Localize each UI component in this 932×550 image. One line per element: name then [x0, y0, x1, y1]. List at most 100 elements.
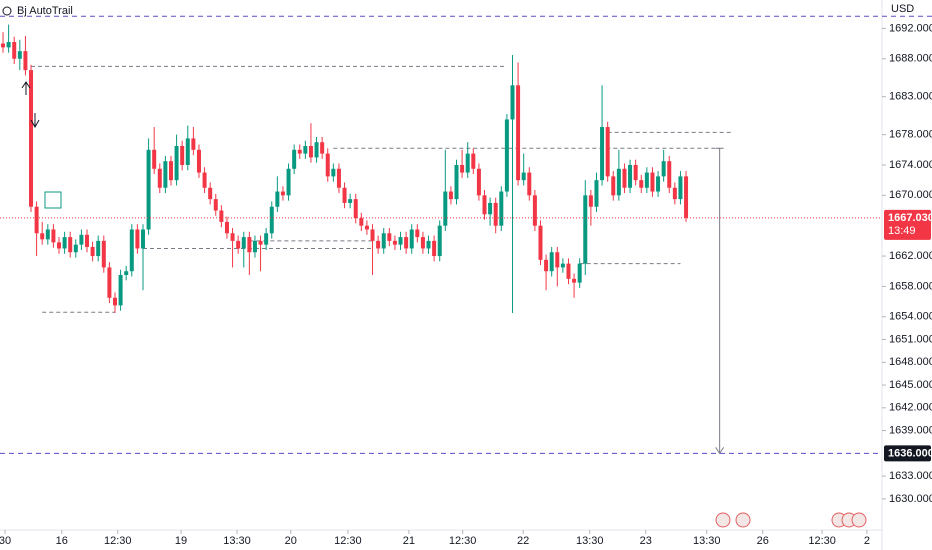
candle-body	[493, 202, 498, 226]
candle-body	[308, 146, 313, 158]
candle-body	[510, 85, 515, 120]
candle-body	[538, 225, 543, 260]
candle-body	[45, 229, 50, 240]
candle-body	[140, 229, 145, 249]
candle-body	[521, 172, 526, 181]
y-tick-label: 1648.000	[889, 356, 932, 368]
candle-body	[633, 164, 638, 181]
candle-body	[605, 127, 610, 177]
candle-body	[482, 195, 487, 215]
candle-body	[1, 43, 6, 48]
candle-body	[163, 161, 168, 188]
candle-body	[135, 229, 140, 249]
candle-body	[476, 168, 481, 196]
x-tick-label: 12:30	[449, 535, 477, 547]
candle-body	[342, 187, 347, 203]
candle-body	[247, 237, 252, 253]
candle-body	[650, 172, 655, 192]
candle-body	[678, 176, 683, 200]
candle-body	[409, 229, 414, 249]
candle-body	[504, 119, 509, 192]
y-tick-label: 1683.000	[889, 91, 932, 103]
candle-body	[420, 237, 425, 249]
arrow-down-icon	[30, 113, 40, 129]
candle-body	[684, 176, 689, 218]
candle-body	[353, 199, 358, 219]
candle-body	[219, 210, 224, 222]
candle-body	[628, 164, 633, 188]
candle-body	[426, 240, 431, 249]
candle-body	[644, 172, 649, 188]
candle-body	[57, 242, 62, 249]
candle-body	[112, 297, 117, 306]
candle-body	[12, 42, 17, 59]
candle-body	[275, 191, 280, 207]
box-marker	[44, 191, 62, 209]
candle-body	[656, 176, 661, 192]
currency: USD	[891, 3, 914, 15]
candle-body	[185, 138, 190, 165]
candle-body	[516, 85, 521, 181]
candle-body	[6, 42, 11, 48]
candle-body	[180, 146, 185, 165]
candle-body	[364, 225, 369, 230]
candle-body	[616, 168, 621, 196]
candle-body	[96, 240, 101, 257]
candle-body	[320, 142, 325, 154]
x-tick-label: 16	[56, 535, 68, 547]
x-tick-label: 12:30	[334, 535, 362, 547]
y-tick-label: 1654.000	[889, 311, 932, 323]
candle-body	[488, 202, 493, 215]
candle-body	[600, 127, 605, 181]
candle-body	[359, 218, 364, 226]
candle-body	[471, 153, 476, 169]
candle-body	[29, 70, 34, 207]
y-tick-label: 1642.000	[889, 402, 932, 414]
countdown: 13:49	[888, 225, 916, 237]
x-tick-label: 2	[864, 535, 870, 547]
last-price-bg	[884, 209, 931, 240]
candle-body	[191, 138, 196, 150]
candle-body	[639, 180, 644, 188]
candle-body	[297, 149, 302, 154]
x-tick-label: 30	[0, 535, 11, 547]
candle-body	[454, 164, 459, 200]
candle-body	[437, 225, 442, 257]
candle-body	[560, 263, 565, 268]
candle-body	[146, 149, 151, 230]
indicator-icon	[2, 6, 12, 16]
candle-body	[376, 240, 381, 249]
candle-body	[572, 278, 577, 283]
y-tick-label: 1645.000	[889, 379, 932, 391]
candle-body	[465, 153, 470, 173]
candle-body	[292, 149, 297, 169]
x-tick-label: 26	[757, 535, 769, 547]
candle-body	[152, 149, 157, 169]
candle-body	[370, 229, 375, 241]
candle-body	[264, 233, 269, 245]
candle-body	[303, 146, 308, 154]
candle-body	[40, 233, 45, 240]
candle-body	[577, 263, 582, 283]
candle-body	[583, 195, 588, 264]
last-price-label: 1667.030	[888, 212, 932, 224]
candle-body	[73, 244, 78, 253]
event-icons	[715, 512, 867, 528]
candle-body	[124, 271, 129, 276]
candle-body	[622, 168, 627, 188]
candle-body	[555, 252, 560, 268]
y-tick-label: 1674.000	[889, 159, 932, 171]
candle-body	[544, 259, 549, 272]
y-tick-label: 1662.000	[889, 250, 932, 262]
candle-body	[17, 51, 22, 59]
candle-body	[527, 172, 532, 196]
x-tick-label: 13:30	[693, 535, 721, 547]
candle-body	[325, 153, 330, 177]
candle-body	[34, 206, 39, 234]
candle-body	[157, 168, 162, 188]
chart-title: Bj AutoTrail	[17, 5, 73, 17]
y-tick-label: 1633.000	[889, 470, 932, 482]
y-tick-label: 1651.000	[889, 333, 932, 345]
